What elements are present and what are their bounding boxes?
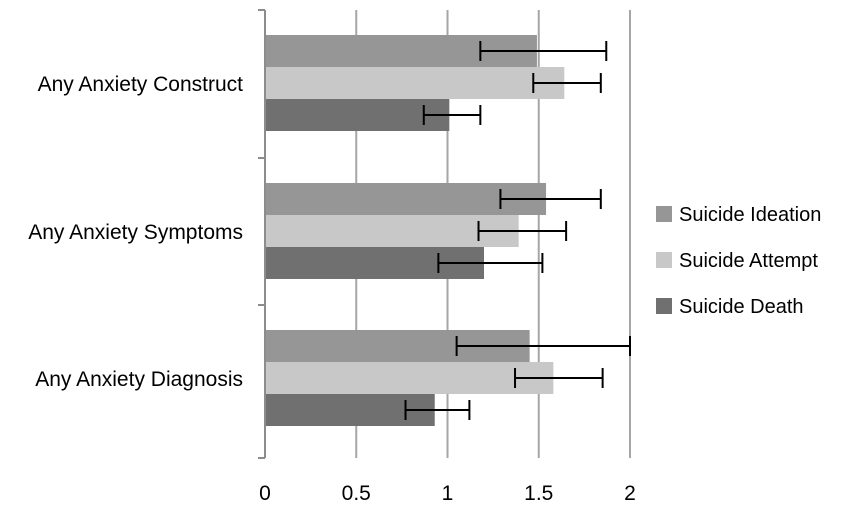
category-label: Any Anxiety Construct bbox=[38, 73, 244, 96]
error-bar-0-2 bbox=[422, 105, 482, 125]
legend-item: Suicide Attempt bbox=[656, 250, 818, 272]
bar-0-2 bbox=[265, 99, 450, 131]
legend-item: Suicide Ideation bbox=[656, 204, 821, 226]
bar-0-1 bbox=[265, 67, 565, 99]
category-label: Any Anxiety Diagnosis bbox=[35, 368, 243, 391]
error-bars bbox=[404, 41, 631, 420]
bar-1-1 bbox=[265, 215, 519, 247]
bar-2-1 bbox=[265, 362, 554, 394]
legend-item: Suicide Death bbox=[656, 296, 804, 318]
category-label: Any Anxiety Symptoms bbox=[28, 221, 243, 244]
error-bar-2-1 bbox=[514, 368, 604, 388]
legend: Suicide Ideation Suicide Attempt Suicide D… bbox=[656, 204, 821, 318]
legend-label: Suicide Death bbox=[679, 296, 804, 318]
axes: Any Anxiety Construct Any Anxiety Symptom… bbox=[28, 9, 636, 505]
error-bar-1-2 bbox=[437, 253, 544, 273]
error-bar-1-1 bbox=[477, 221, 568, 241]
error-bar-0-1 bbox=[532, 73, 602, 93]
legend-swatch bbox=[656, 252, 672, 268]
x-tick-label: 1 bbox=[442, 482, 454, 505]
legend-label: Suicide Attempt bbox=[679, 250, 818, 272]
x-tick-label: 0 bbox=[259, 482, 271, 505]
error-bar-2-0 bbox=[455, 336, 631, 356]
x-tick-label: 2 bbox=[624, 482, 636, 505]
legend-swatch bbox=[656, 298, 672, 314]
legend-label: Suicide Ideation bbox=[679, 204, 821, 226]
x-tick-label: 0.5 bbox=[342, 482, 371, 505]
error-bar-2-2 bbox=[404, 400, 471, 420]
bar-1-0 bbox=[265, 183, 547, 215]
x-tick-label: 1.5 bbox=[524, 482, 553, 505]
error-bar-1-0 bbox=[499, 189, 602, 209]
error-bar-0-0 bbox=[479, 41, 608, 61]
legend-swatch bbox=[656, 206, 672, 222]
